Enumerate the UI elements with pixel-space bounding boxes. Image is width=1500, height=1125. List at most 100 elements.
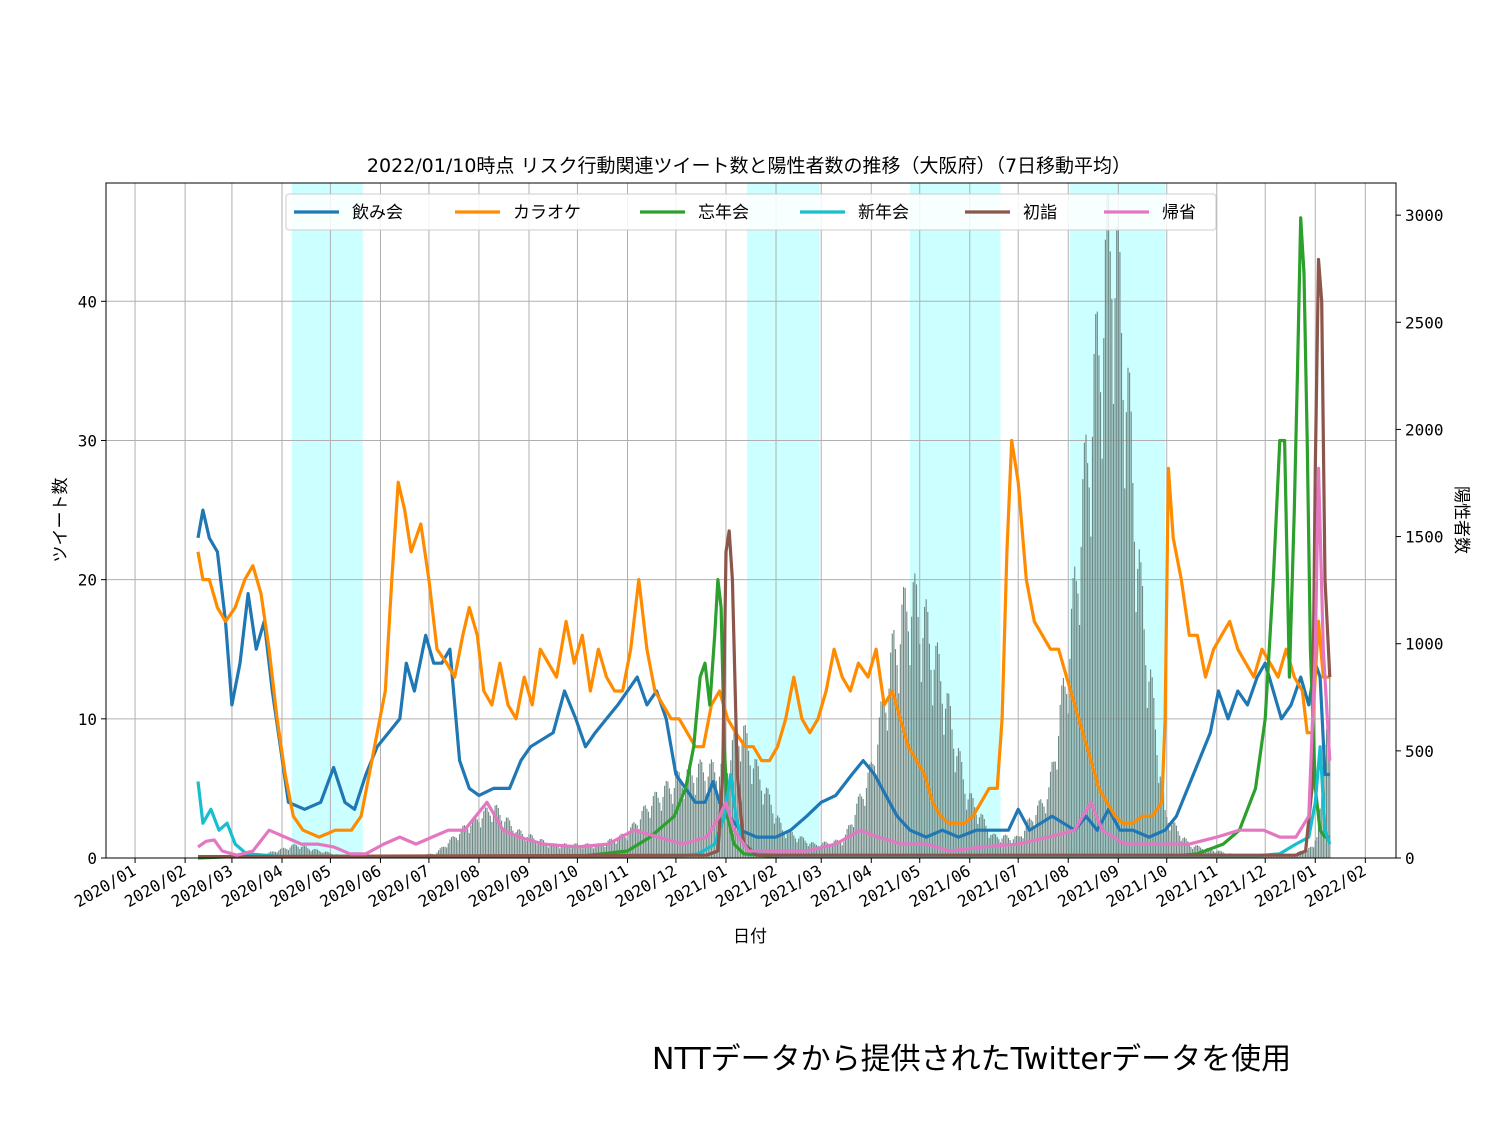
positives-bar [1087, 463, 1089, 858]
positives-bar [1259, 856, 1261, 858]
positives-bar [630, 827, 632, 858]
positives-bar [1193, 846, 1195, 858]
positives-bar [1009, 840, 1011, 858]
positives-bar [1091, 436, 1094, 858]
positives-bar [1188, 845, 1190, 858]
positives-bar [957, 748, 960, 858]
positives-bar [936, 642, 939, 858]
positives-bar [300, 847, 302, 858]
positives-bar [760, 790, 763, 858]
positives-bar [935, 645, 937, 858]
positives-bar [748, 750, 750, 858]
positives-bar [494, 805, 496, 858]
positives-bar [1282, 856, 1284, 858]
positives-bar [765, 787, 767, 858]
positives-bar [1154, 729, 1157, 858]
positives-bar [917, 616, 919, 858]
positives-bar [660, 810, 662, 858]
positives-bar [294, 844, 296, 858]
positives-bar [1146, 708, 1148, 858]
positives-bar [316, 849, 319, 858]
positives-bar [1271, 856, 1273, 858]
legend-label-6: 帰省 [1162, 203, 1196, 223]
positives-bar [513, 836, 516, 858]
series-lines [196, 216, 1332, 860]
positives-bar [484, 807, 486, 858]
positives-bar [546, 844, 548, 858]
positives-bar [704, 780, 706, 858]
positives-bar [617, 839, 619, 858]
positives-bar [962, 779, 964, 858]
positives-bar [452, 836, 454, 858]
positives-bar [825, 841, 827, 858]
positives-bar [1269, 856, 1271, 858]
positives-bar [1106, 194, 1108, 859]
positives-bar [483, 810, 485, 858]
left-tick-label-1: 10 [78, 710, 97, 729]
positives-bar [873, 765, 876, 858]
positives-bar [1303, 851, 1305, 858]
positives-bar [773, 823, 775, 858]
positives-bar [1001, 838, 1003, 858]
positives-bar [903, 586, 905, 858]
positives-bar [475, 816, 477, 858]
positives-bar [1116, 227, 1118, 858]
positives-bar [521, 834, 524, 858]
positives-bar [857, 796, 859, 858]
emergency-band-1 [291, 183, 363, 858]
positives-bar [852, 826, 855, 858]
positives-bar [654, 791, 656, 858]
positives-bar [1067, 713, 1069, 858]
positives-bar [312, 849, 314, 858]
positives-bar [1309, 846, 1311, 858]
positives-bar [869, 764, 871, 858]
positives-bar [870, 762, 872, 858]
positives-bar [489, 815, 491, 858]
positives-bar [1056, 769, 1058, 858]
positives-bar [1103, 338, 1105, 859]
positives-bar [297, 846, 299, 858]
positives-bar [533, 838, 535, 858]
positives-bar [307, 848, 309, 858]
positives-bar [444, 846, 446, 858]
positives-bar [1006, 835, 1008, 858]
positives-bar [1114, 298, 1116, 858]
positives-bar [898, 693, 900, 858]
positives-bar [744, 724, 746, 858]
positives-bar [712, 762, 714, 858]
positives-bar [492, 811, 495, 858]
positives-bar [836, 839, 838, 858]
positives-bar [491, 821, 493, 858]
positives-bar [1308, 847, 1310, 858]
positives-bar [862, 799, 864, 858]
positives-bar [1280, 856, 1282, 858]
legend-box [285, 193, 1217, 231]
positives-bar [1117, 217, 1119, 859]
positives-bar [308, 849, 310, 858]
positives-bar [628, 833, 630, 858]
positives-bar [283, 847, 285, 858]
positives-bar [1104, 239, 1106, 858]
positives-bar [922, 638, 924, 858]
positives-bar [1038, 800, 1040, 858]
positives-bar [1040, 799, 1042, 858]
positives-bar [689, 766, 692, 858]
positives-bar [287, 850, 290, 858]
positives-bar [596, 843, 598, 858]
positives-bar [815, 844, 817, 858]
positives-bar [504, 821, 506, 858]
positives-bar [304, 845, 306, 858]
positives-bar [1072, 578, 1074, 858]
positives-bar [542, 840, 545, 858]
chart-title: 2022/01/10時点 リスク行動関連ツイート数と陽性者数の推移（大阪府）（7… [367, 155, 1131, 177]
positives-bar [877, 744, 879, 858]
positives-bar [281, 847, 283, 858]
positives-bar [681, 787, 683, 858]
positives-bar [573, 843, 575, 858]
positives-bar [699, 759, 701, 858]
positives-bar [652, 796, 654, 858]
positives-bar [1132, 483, 1134, 858]
positives-bar [983, 819, 985, 858]
positives-bar [593, 848, 595, 858]
positives-bar [736, 738, 738, 858]
